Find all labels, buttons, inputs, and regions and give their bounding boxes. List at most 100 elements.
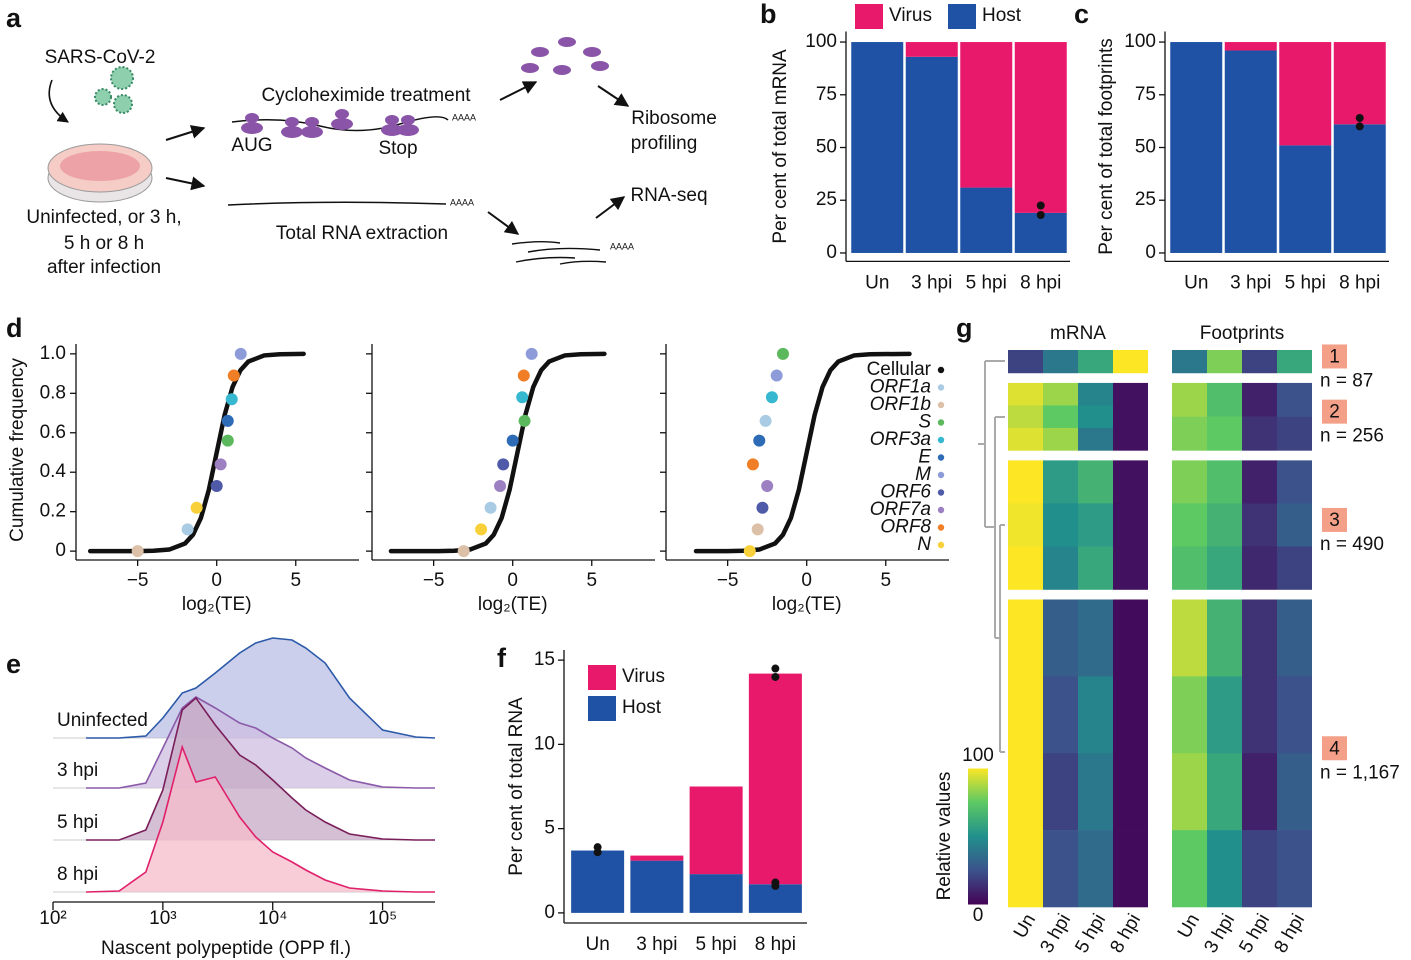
replicate-dot <box>771 672 780 681</box>
method-label: profiling <box>631 133 698 154</box>
x-axis-label: log₂(TE) <box>772 594 842 615</box>
heatmap-cell <box>1172 599 1207 677</box>
x-tick-label: 8 hpi <box>755 934 796 955</box>
cluster-label: 2 <box>1329 402 1340 423</box>
legend-swatch <box>588 665 616 690</box>
bar-segment <box>630 855 684 861</box>
replicate-dot <box>1036 210 1045 219</box>
density-area <box>86 744 435 893</box>
viral-gene-point <box>214 458 227 471</box>
heatmap-cell <box>1008 599 1043 677</box>
panel-label: f <box>497 643 507 673</box>
bar-segment <box>851 42 904 253</box>
y-axis-label: Per cent of total RNA <box>506 697 527 876</box>
y-tick-label: 0 <box>544 902 555 923</box>
heatmap-cell <box>1113 546 1148 590</box>
bar-segment <box>960 187 1013 253</box>
x-axis-label: log₂(TE) <box>182 594 252 615</box>
viral-gene-point <box>234 347 247 360</box>
y-tick-label: 15 <box>534 649 555 670</box>
heatmap-cell <box>1172 350 1207 374</box>
heatmap-cell <box>1172 676 1207 754</box>
heatmap-cell <box>1043 546 1078 590</box>
bar-segment <box>571 850 625 913</box>
heatmap-cell <box>1008 753 1043 831</box>
x-tick-label: Un <box>865 272 889 293</box>
bar-segment <box>1279 42 1332 146</box>
bar-segment <box>689 786 743 875</box>
legend-dot <box>937 366 945 374</box>
cluster-badge <box>1322 344 1347 369</box>
heatmap-cell <box>1113 753 1148 831</box>
cells <box>60 151 140 181</box>
heatmap-cell <box>1242 503 1277 547</box>
heatmap-cell <box>1277 350 1312 374</box>
viral-gene-point <box>506 434 519 447</box>
heatmap-cell <box>1113 676 1148 754</box>
cluster-label: 4 <box>1329 738 1340 759</box>
y-tick-label: 75 <box>1135 84 1156 105</box>
legend-label: ORF6 <box>880 482 931 503</box>
colorbar-tick-label: 0 <box>973 905 984 926</box>
heatmap-cell <box>1008 427 1043 451</box>
legend-dot <box>937 471 945 479</box>
legend-dot <box>937 419 945 426</box>
bar-segment <box>1224 50 1277 253</box>
legend-label: Host <box>622 697 662 718</box>
heatmap-cell <box>1277 599 1312 677</box>
y-tick-label: 10 <box>534 733 555 754</box>
cluster-badge <box>1322 399 1347 424</box>
x-tick-label: 5 hpi <box>1285 272 1326 293</box>
condition-text: 5 h or 8 h <box>64 233 144 254</box>
viral-gene-point <box>517 369 530 382</box>
heatmap-cell <box>1078 599 1113 677</box>
ribosomes <box>241 109 419 138</box>
heatmap-cell <box>1043 427 1078 451</box>
series-label: 8 hpi <box>57 864 98 885</box>
heatmap-cell <box>1078 546 1113 590</box>
heatmap-cell <box>1043 405 1078 429</box>
y-tick-label: 0.2 <box>40 501 66 522</box>
viral-gene-point <box>221 434 234 447</box>
heatmap-cell <box>1043 676 1078 754</box>
viral-gene-point <box>761 480 774 493</box>
condition-text: Uninfected, or 3 h, <box>26 207 181 228</box>
x-tick-label: 3 hpi <box>911 272 952 293</box>
x-tick-label: 10² <box>39 908 66 929</box>
y-tick-label: 0 <box>55 540 66 561</box>
viral-gene-point <box>190 501 203 514</box>
bar-segment <box>1279 145 1332 253</box>
cluster-size: n = 256 <box>1320 426 1384 447</box>
heatmap-cell <box>1043 350 1078 374</box>
x-tick-label: 3 hpi <box>1036 911 1075 957</box>
panel-label: g <box>956 313 973 343</box>
y-tick-label: 5 <box>544 818 555 839</box>
viral-gene-point <box>457 545 470 558</box>
heatmap-cell <box>1008 460 1043 504</box>
y-tick-label: 25 <box>1135 189 1156 210</box>
heatmap-cell <box>1008 676 1043 754</box>
heatmap-cell <box>1277 546 1312 590</box>
viral-gene-point <box>746 458 759 471</box>
legend-label: S <box>918 412 931 433</box>
legend-dot <box>937 506 945 514</box>
viral-gene-point <box>753 434 766 447</box>
bar-segment <box>1170 42 1223 253</box>
legend-dot <box>937 524 945 531</box>
treatment-label: Cycloheximide treatment <box>261 85 471 106</box>
heatmap-cell <box>1242 460 1277 504</box>
viral-gene-point <box>221 414 234 427</box>
heatmap-cell <box>1277 382 1312 417</box>
bar-segment <box>960 42 1013 188</box>
y-tick-label: 75 <box>816 84 837 105</box>
x-tick-label: −5 <box>717 570 739 591</box>
y-tick-label: 0.6 <box>40 422 66 443</box>
y-tick-label: 100 <box>1124 31 1156 52</box>
heatmap-cell <box>1207 599 1242 677</box>
extraction-label: Total RNA extraction <box>276 223 448 244</box>
x-tick-label: Un <box>1174 911 1204 943</box>
legend-swatch <box>948 4 976 29</box>
bar-segment <box>630 860 684 913</box>
cluster-badge <box>1322 507 1347 532</box>
heatmap-cell <box>1008 503 1043 547</box>
